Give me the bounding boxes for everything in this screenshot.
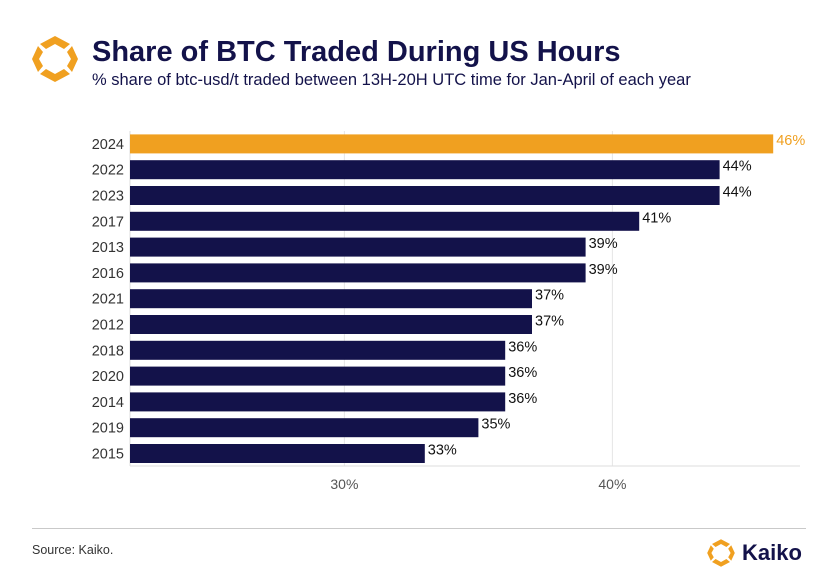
bar <box>130 444 425 463</box>
brand-name: Kaiko <box>742 540 802 565</box>
data-label: 39% <box>589 236 618 252</box>
data-label: 46% <box>776 133 805 149</box>
category-label: 2016 <box>92 266 124 282</box>
data-label: 39% <box>589 262 618 278</box>
category-label: 2014 <box>92 395 124 411</box>
category-label: 2021 <box>92 292 124 308</box>
x-tick-label: 30% <box>330 476 358 492</box>
category-label: 2015 <box>92 447 124 463</box>
bar <box>130 237 586 257</box>
bar <box>130 340 506 360</box>
bar <box>130 418 479 438</box>
bar <box>130 315 532 334</box>
data-label: 37% <box>535 288 564 304</box>
category-label: 2017 <box>92 214 124 230</box>
brand-logo: Kaiko <box>706 537 802 569</box>
bar <box>130 160 720 180</box>
data-label: 37% <box>535 314 564 330</box>
data-label: 36% <box>508 365 537 381</box>
kaiko-logo-icon <box>32 36 78 82</box>
category-label: 2019 <box>92 421 124 437</box>
category-label: 2013 <box>92 240 124 256</box>
bar <box>130 263 586 283</box>
bar <box>130 366 506 386</box>
bar <box>130 289 532 309</box>
bar <box>130 186 720 205</box>
data-label: 41% <box>642 210 671 226</box>
bar-chart: 30% 40% 2024 46% 2022 44% 2023 44% 2017 41% 2013 39… <box>92 131 805 492</box>
bar <box>130 392 506 412</box>
source-note: Source: Kaiko. <box>32 543 114 557</box>
category-label: 2012 <box>92 318 124 334</box>
data-label: 33% <box>428 443 457 459</box>
category-label: 2018 <box>92 343 124 359</box>
data-label: 44% <box>723 185 752 201</box>
bar <box>130 211 640 231</box>
category-label: 2022 <box>92 163 124 179</box>
category-label: 2020 <box>92 369 124 385</box>
kaiko-mark-icon <box>707 539 735 567</box>
category-label: 2024 <box>92 137 124 153</box>
chart-title: Share of BTC Traded During US Hours <box>92 36 621 68</box>
data-label: 36% <box>508 391 537 407</box>
bar <box>130 134 774 154</box>
data-label: 36% <box>508 339 537 355</box>
category-label: 2023 <box>92 189 124 205</box>
x-tick-label: 40% <box>598 476 626 492</box>
chart-subtitle: % share of btc-usd/t traded between 13H-… <box>92 71 691 89</box>
footer-divider <box>32 528 806 529</box>
data-label: 44% <box>723 159 752 175</box>
data-label: 35% <box>481 417 510 433</box>
